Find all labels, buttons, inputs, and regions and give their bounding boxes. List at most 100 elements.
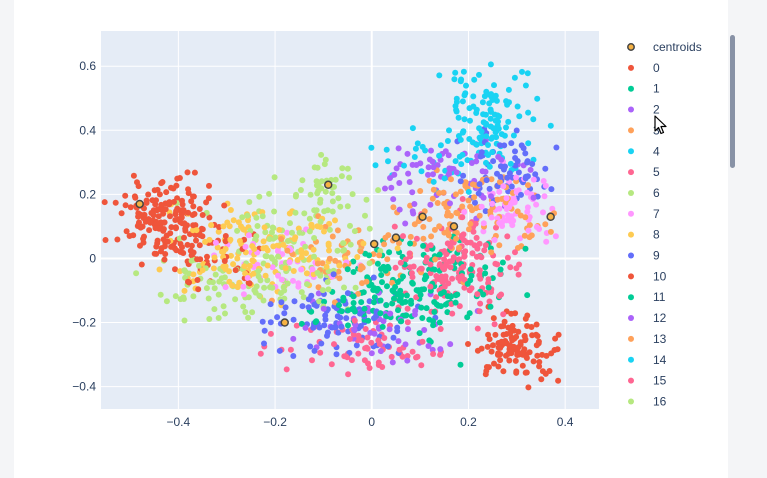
point-series-4 bbox=[503, 98, 510, 105]
point-series-0 bbox=[513, 369, 520, 376]
point-series-13 bbox=[355, 290, 362, 297]
point-series-5 bbox=[476, 272, 483, 279]
point-series-16 bbox=[181, 317, 188, 324]
point-series-4 bbox=[461, 116, 468, 123]
point-series-0 bbox=[196, 242, 203, 249]
legend-item-10[interactable]: 10 bbox=[628, 269, 667, 283]
point-series-8 bbox=[245, 217, 251, 224]
point-series-0 bbox=[132, 194, 139, 201]
point-series-1 bbox=[444, 309, 451, 316]
point-series-16 bbox=[190, 293, 197, 300]
point-series-5 bbox=[474, 245, 481, 252]
legend-item-9[interactable]: 9 bbox=[628, 249, 660, 263]
point-series-5 bbox=[497, 271, 504, 278]
point-series-0 bbox=[148, 210, 155, 216]
point-series-6 bbox=[306, 228, 313, 235]
point-series-10 bbox=[246, 280, 253, 287]
point-series-13 bbox=[314, 260, 321, 267]
legend-item-1[interactable]: 1 bbox=[628, 82, 660, 96]
point-series-6 bbox=[329, 198, 336, 205]
x-tick-label: −0.4 bbox=[167, 415, 191, 429]
point-series-8 bbox=[224, 219, 231, 226]
point-series-0 bbox=[190, 193, 196, 200]
legend-item-7[interactable]: 7 bbox=[628, 207, 660, 221]
point-series-4 bbox=[446, 127, 452, 134]
point-series-12 bbox=[404, 357, 411, 364]
point-series-0 bbox=[138, 261, 145, 268]
point-series-5 bbox=[450, 254, 457, 261]
point-series-2 bbox=[453, 169, 460, 176]
point-series-5 bbox=[404, 305, 411, 312]
legend-label: 1 bbox=[653, 82, 660, 96]
point-series-3 bbox=[407, 233, 414, 240]
point-series-3 bbox=[467, 203, 474, 210]
point-series-4 bbox=[458, 76, 465, 83]
legend-item-11[interactable]: 11 bbox=[628, 290, 666, 304]
point-series-0 bbox=[158, 201, 165, 208]
point-series-15 bbox=[388, 353, 395, 360]
point-series-4 bbox=[507, 160, 514, 167]
legend-item-15[interactable]: 15 bbox=[628, 374, 667, 388]
point-series-9 bbox=[490, 158, 497, 165]
point-series-7 bbox=[543, 238, 550, 245]
point-series-7 bbox=[488, 214, 495, 221]
point-series-13 bbox=[456, 244, 462, 251]
legend-marker bbox=[627, 43, 635, 51]
legend-item-centroids[interactable]: centroids bbox=[627, 40, 702, 54]
point-series-6 bbox=[340, 240, 347, 247]
point-series-13 bbox=[363, 278, 370, 285]
point-series-12 bbox=[320, 305, 327, 312]
point-series-0 bbox=[179, 197, 185, 204]
point-series-4 bbox=[480, 119, 487, 126]
point-series-10 bbox=[137, 224, 144, 231]
point-series-5 bbox=[443, 263, 449, 269]
legend-label: 7 bbox=[653, 207, 660, 221]
scatter-chart[interactable]: −0.4 −0.2 0 0.2 0.4 0.6 0.4 0.2 0 −0.2 −0.4 centr… bbox=[14, 0, 728, 478]
point-series-4 bbox=[547, 122, 554, 129]
point-series-4 bbox=[476, 71, 482, 78]
point-series-12 bbox=[421, 327, 428, 333]
point-series-4 bbox=[481, 93, 488, 100]
point-series-9 bbox=[290, 316, 297, 323]
point-series-0 bbox=[176, 175, 183, 181]
legend-item-6[interactable]: 6 bbox=[628, 186, 660, 200]
point-series-1 bbox=[436, 319, 443, 326]
legend-item-12[interactable]: 12 bbox=[628, 311, 667, 325]
point-series-4 bbox=[457, 136, 464, 143]
point-series-10 bbox=[232, 267, 239, 274]
legend-item-14[interactable]: 14 bbox=[628, 353, 667, 367]
legend-item-16[interactable]: 16 bbox=[628, 394, 667, 408]
point-series-16 bbox=[257, 277, 264, 284]
point-series-14 bbox=[430, 178, 437, 185]
legend-item-0[interactable]: 0 bbox=[628, 61, 660, 75]
point-series-8 bbox=[156, 266, 163, 273]
point-series-6 bbox=[246, 199, 253, 205]
point-series-3 bbox=[471, 194, 478, 201]
point-series-0 bbox=[515, 344, 522, 351]
point-series-6 bbox=[344, 165, 351, 172]
point-series-4 bbox=[525, 140, 532, 147]
point-series-5 bbox=[427, 242, 434, 249]
point-series-2 bbox=[426, 156, 433, 163]
point-series-11 bbox=[345, 307, 352, 314]
point-series-16 bbox=[240, 303, 247, 310]
legend-item-4[interactable]: 4 bbox=[628, 144, 660, 158]
point-series-7 bbox=[552, 233, 559, 240]
legend-scrollbar[interactable] bbox=[730, 35, 735, 168]
point-series-13 bbox=[376, 252, 383, 259]
point-series-9 bbox=[274, 314, 281, 321]
point-series-5 bbox=[477, 300, 484, 307]
legend-item-3[interactable]: 3 bbox=[628, 123, 660, 137]
legend-item-13[interactable]: 13 bbox=[628, 332, 667, 346]
point-series-7 bbox=[478, 203, 485, 210]
legend[interactable]: centroids012345678910111213141516 bbox=[627, 40, 702, 408]
point-series-4 bbox=[495, 125, 502, 132]
legend-item-8[interactable]: 8 bbox=[628, 228, 660, 242]
legend-item-2[interactable]: 2 bbox=[628, 103, 660, 117]
point-series-0 bbox=[505, 350, 512, 357]
point-series-10 bbox=[194, 277, 201, 283]
point-series-5 bbox=[473, 234, 480, 241]
legend-item-5[interactable]: 5 bbox=[628, 165, 660, 179]
point-series-8 bbox=[294, 257, 301, 263]
point-series-10 bbox=[194, 256, 201, 263]
